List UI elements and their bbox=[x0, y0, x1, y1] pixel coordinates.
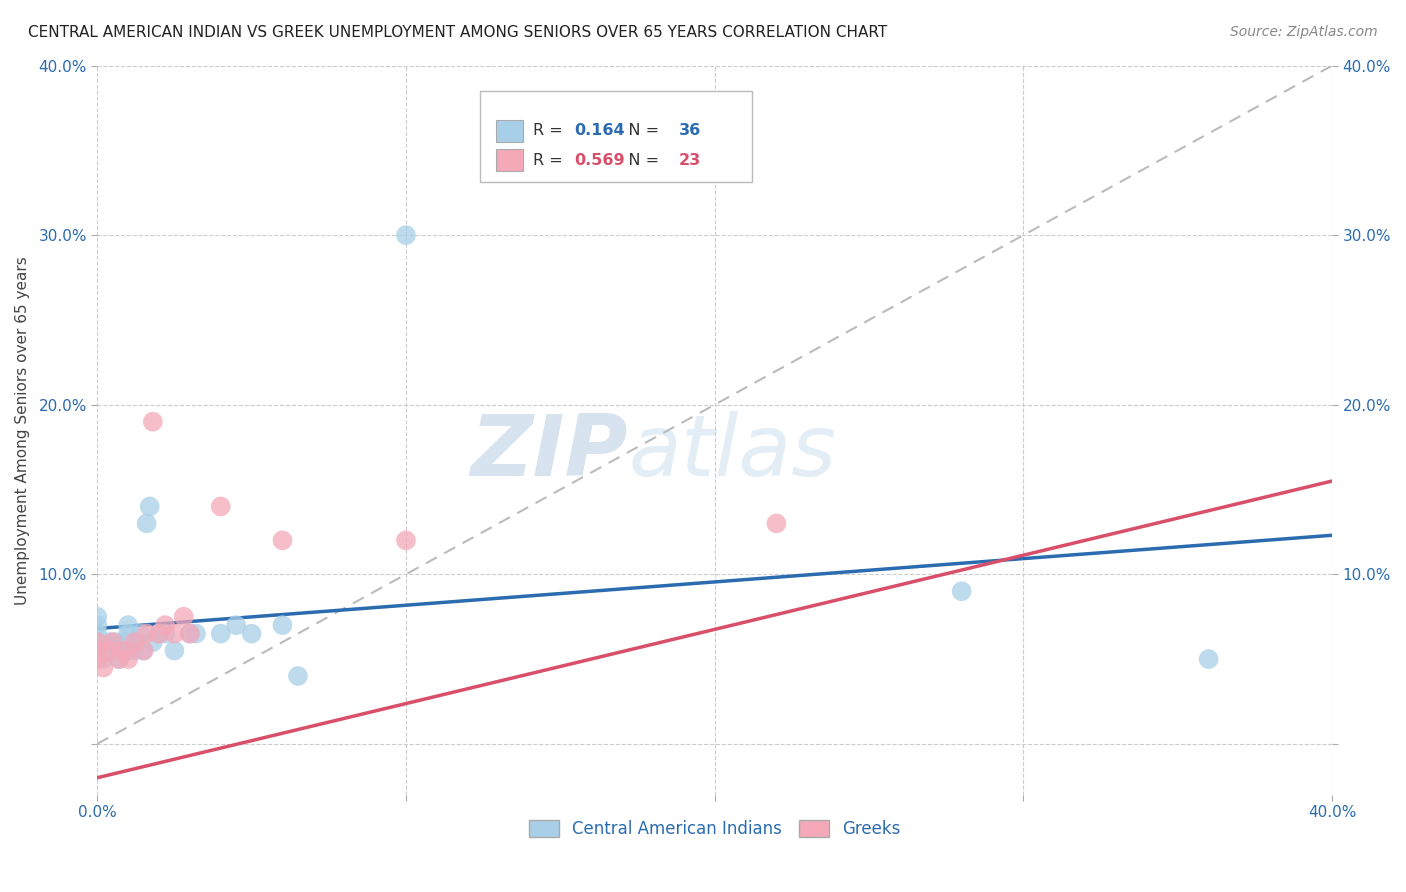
Point bbox=[86, 652, 108, 666]
Text: ZIP: ZIP bbox=[471, 410, 628, 493]
Text: N =: N = bbox=[613, 153, 665, 168]
Point bbox=[240, 626, 263, 640]
Point bbox=[117, 652, 139, 666]
Point bbox=[98, 635, 121, 649]
Point bbox=[225, 618, 247, 632]
Point bbox=[550, 161, 572, 175]
FancyBboxPatch shape bbox=[479, 91, 752, 182]
Point bbox=[395, 228, 418, 243]
Point bbox=[271, 618, 294, 632]
Point bbox=[765, 516, 787, 531]
Text: R =: R = bbox=[533, 123, 568, 138]
Point bbox=[96, 643, 118, 657]
Point bbox=[127, 635, 149, 649]
Point bbox=[209, 626, 232, 640]
Point bbox=[101, 635, 124, 649]
Point bbox=[153, 618, 176, 632]
Point bbox=[173, 609, 195, 624]
Point bbox=[179, 626, 201, 640]
Point bbox=[86, 635, 108, 649]
Point bbox=[93, 660, 115, 674]
Text: CENTRAL AMERICAN INDIAN VS GREEK UNEMPLOYMENT AMONG SENIORS OVER 65 YEARS CORREL: CENTRAL AMERICAN INDIAN VS GREEK UNEMPLO… bbox=[28, 25, 887, 40]
Point bbox=[86, 626, 108, 640]
Point bbox=[104, 635, 127, 649]
Text: Source: ZipAtlas.com: Source: ZipAtlas.com bbox=[1230, 25, 1378, 39]
Point bbox=[142, 415, 165, 429]
Point bbox=[163, 643, 186, 657]
Point bbox=[117, 618, 139, 632]
Point bbox=[86, 643, 108, 657]
Point bbox=[1198, 652, 1220, 666]
Point bbox=[93, 652, 115, 666]
Point bbox=[86, 618, 108, 632]
Point bbox=[117, 643, 139, 657]
Point bbox=[114, 643, 136, 657]
Point bbox=[135, 516, 157, 531]
Point bbox=[271, 533, 294, 548]
Point bbox=[86, 635, 108, 649]
Y-axis label: Unemployment Among Seniors over 65 years: Unemployment Among Seniors over 65 years bbox=[15, 256, 30, 605]
Text: 0.569: 0.569 bbox=[574, 153, 624, 168]
Point bbox=[142, 635, 165, 649]
Point bbox=[124, 635, 146, 649]
Text: 23: 23 bbox=[679, 153, 702, 168]
Point bbox=[148, 626, 170, 640]
Point bbox=[124, 643, 146, 657]
Point bbox=[153, 626, 176, 640]
Point bbox=[135, 626, 157, 640]
Point bbox=[114, 635, 136, 649]
Text: atlas: atlas bbox=[628, 410, 837, 493]
Point bbox=[395, 533, 418, 548]
Point bbox=[86, 643, 108, 657]
Point bbox=[138, 500, 160, 514]
Point bbox=[184, 626, 207, 640]
Bar bbox=[496, 120, 523, 142]
Bar bbox=[496, 149, 523, 171]
Point bbox=[179, 626, 201, 640]
Point bbox=[950, 584, 973, 599]
Point bbox=[108, 652, 131, 666]
Text: 0.164: 0.164 bbox=[574, 123, 624, 138]
Point bbox=[132, 643, 155, 657]
Point bbox=[163, 626, 186, 640]
Text: 36: 36 bbox=[679, 123, 702, 138]
Point bbox=[129, 626, 152, 640]
Point bbox=[98, 643, 121, 657]
Point bbox=[101, 643, 124, 657]
Text: R =: R = bbox=[533, 153, 568, 168]
Point bbox=[148, 626, 170, 640]
Point bbox=[86, 609, 108, 624]
Legend: Central American Indians, Greeks: Central American Indians, Greeks bbox=[522, 814, 907, 845]
Point bbox=[108, 652, 131, 666]
Point bbox=[111, 643, 134, 657]
Text: N =: N = bbox=[613, 123, 665, 138]
Point bbox=[209, 500, 232, 514]
Point bbox=[287, 669, 309, 683]
Point bbox=[117, 626, 139, 640]
Point bbox=[132, 643, 155, 657]
